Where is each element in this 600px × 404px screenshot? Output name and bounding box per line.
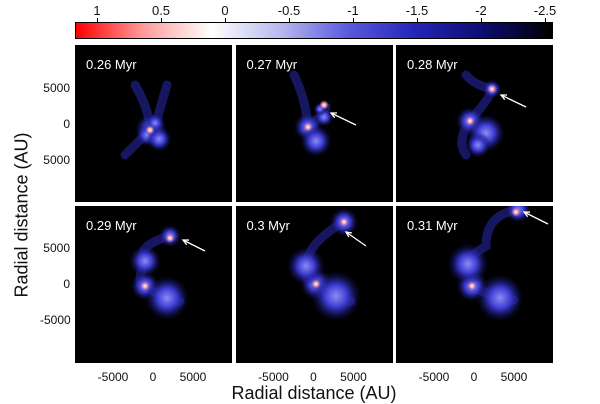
x-tick-label: -5000 bbox=[97, 370, 129, 384]
gas-clump bbox=[129, 244, 161, 277]
colorbar-tick-label: 0.5 bbox=[151, 3, 171, 18]
dense-core bbox=[310, 278, 321, 289]
gas-clump bbox=[447, 242, 489, 285]
colorbar-tick-mark bbox=[417, 18, 418, 22]
density-map bbox=[289, 70, 356, 157]
time-label: 0.31 Myr bbox=[407, 217, 458, 233]
y-tick-label: 5000 bbox=[43, 81, 70, 95]
x-tick-label: 5000 bbox=[179, 370, 207, 384]
dense-core bbox=[318, 100, 329, 110]
arrow-head-icon bbox=[522, 210, 531, 217]
density-map bbox=[286, 207, 366, 322]
arrow-icon bbox=[182, 238, 206, 252]
dense-core bbox=[465, 116, 475, 126]
time-label: 0.29 Myr bbox=[86, 217, 137, 233]
y-tick-label: -5000 bbox=[40, 313, 71, 327]
colorbar-tick-label: -0.5 bbox=[277, 3, 301, 18]
simulation-panel: 0.3 Myr bbox=[235, 205, 393, 363]
x-tick-label: 5000 bbox=[340, 370, 367, 384]
dense-core bbox=[487, 84, 497, 94]
simulation-panel: 0.26 Myr bbox=[75, 45, 232, 202]
panel-grid: 0.26 Myr 0.27 Myr 0.28 Myr bbox=[75, 45, 553, 363]
colorbar-tick-label: 1 bbox=[93, 3, 101, 18]
density-map bbox=[120, 80, 172, 160]
colorbar-tick-mark bbox=[353, 18, 354, 22]
density-map bbox=[455, 70, 527, 160]
dense-core bbox=[140, 280, 150, 291]
simulation-panel: 0.29 Myr bbox=[75, 205, 232, 363]
colorbar bbox=[75, 22, 553, 39]
dense-core bbox=[338, 216, 349, 227]
arrow-head-icon bbox=[344, 230, 352, 238]
gas-clump bbox=[476, 273, 524, 322]
colorbar-tick-mark bbox=[97, 18, 98, 22]
arrow-head-icon bbox=[329, 112, 337, 119]
y-tick-label: 0 bbox=[63, 117, 70, 131]
x-axis-label: Radial distance (AU) bbox=[231, 383, 397, 403]
simulation-panel: 0.31 Myr bbox=[396, 205, 553, 363]
arrow-icon bbox=[330, 112, 356, 126]
density-map bbox=[447, 205, 549, 322]
x-tick-label: -5000 bbox=[258, 370, 289, 384]
gas-clump bbox=[299, 125, 332, 157]
arrow-icon bbox=[345, 230, 366, 247]
colorbar-tick-label: 0 bbox=[221, 3, 229, 18]
gas-clump bbox=[465, 132, 491, 158]
gas-clump bbox=[144, 275, 190, 320]
x-tick-label: 0 bbox=[310, 370, 317, 384]
colorbar-tick-label: -2.5 bbox=[533, 3, 557, 18]
colorbar-tick-mark bbox=[161, 18, 162, 22]
y-tick-label: 5000 bbox=[43, 153, 70, 167]
colorbar-tick-mark bbox=[481, 18, 482, 22]
dense-core bbox=[145, 125, 155, 135]
x-tick-label: -5000 bbox=[418, 370, 450, 384]
dense-core bbox=[165, 232, 175, 243]
dense-core bbox=[302, 122, 313, 132]
arrow-icon bbox=[523, 210, 549, 225]
x-tick-label: 5000 bbox=[500, 370, 528, 384]
time-label: 0.28 Myr bbox=[407, 57, 458, 72]
dense-core bbox=[511, 206, 521, 217]
time-label: 0.26 Myr bbox=[86, 57, 137, 72]
colorbar-tick-mark bbox=[545, 18, 546, 22]
dense-core bbox=[467, 280, 477, 291]
colorbar-tick-mark bbox=[289, 18, 290, 22]
colorbar-tick-label: -2 bbox=[475, 3, 487, 18]
y-tick-label: 5000 bbox=[43, 241, 70, 255]
gas-clump bbox=[309, 269, 362, 322]
gas-clump bbox=[286, 246, 325, 285]
density-map bbox=[129, 224, 206, 320]
time-label: 0.27 Myr bbox=[246, 57, 298, 72]
time-label: 0.3 Myr bbox=[246, 217, 290, 233]
simulation-panel: 0.28 Myr bbox=[396, 45, 553, 202]
simulation-panel: 0.27 Myr bbox=[235, 45, 393, 202]
x-tick-label: 0 bbox=[470, 370, 478, 384]
colorbar-tick-label: -1.5 bbox=[405, 3, 429, 18]
y-tick-label: 0 bbox=[63, 277, 70, 291]
x-tick-label: 0 bbox=[149, 370, 157, 384]
colorbar-tick-mark bbox=[225, 18, 226, 22]
y-axis-label: Radial distance (AU) bbox=[11, 132, 32, 298]
arrow-head-icon bbox=[499, 94, 508, 101]
arrow-icon bbox=[500, 94, 527, 108]
arrow-head-icon bbox=[181, 238, 190, 245]
colorbar-tick-label: -1 bbox=[347, 3, 359, 18]
